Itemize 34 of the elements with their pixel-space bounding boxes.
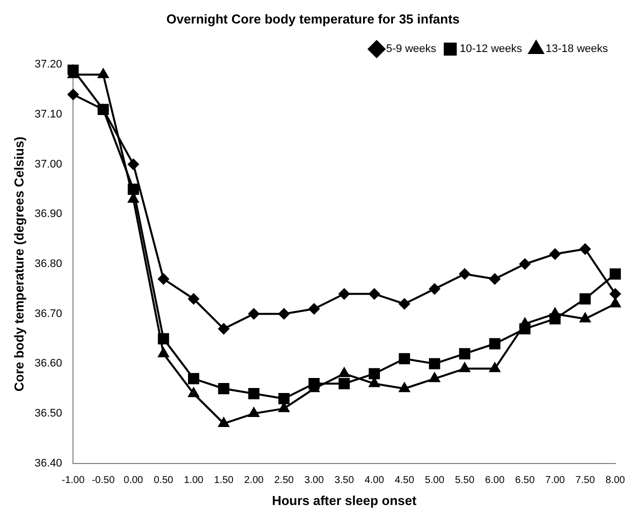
x-tick-label: 7.50 xyxy=(575,475,596,486)
x-tick-label: 8.00 xyxy=(606,475,626,486)
y-tick-label: 36.70 xyxy=(34,308,62,320)
x-tick-label: 0.50 xyxy=(154,475,174,486)
y-tick-label: 37.00 xyxy=(34,158,62,170)
x-tick-label: 7.00 xyxy=(545,475,566,486)
x-tick-label: 4.00 xyxy=(364,475,384,486)
chart-title: Overnight Core body temperature for 35 infants xyxy=(166,11,460,26)
y-tick-label: 37.10 xyxy=(34,108,62,120)
x-tick-label: 4.50 xyxy=(394,475,415,486)
x-tick-label: 5.00 xyxy=(424,475,445,486)
x-tick-label: 1.00 xyxy=(184,475,204,486)
legend-label: 10-12 weeks xyxy=(460,43,523,56)
y-tick-label: 36.50 xyxy=(34,408,62,420)
y-tick-label: 36.80 xyxy=(34,258,62,270)
y-tick-label: 36.90 xyxy=(34,208,62,220)
legend-label: 5-9 weeks xyxy=(386,43,437,56)
x-tick-label: -1.00 xyxy=(62,475,85,486)
x-tick-label: 5.50 xyxy=(454,475,475,486)
x-tick-label: 2.00 xyxy=(244,475,264,486)
y-tick-label: 36.40 xyxy=(34,457,62,470)
x-tick-label: 0.00 xyxy=(124,475,144,486)
x-tick-label: 6.00 xyxy=(485,475,505,486)
x-axis-title: Hours after sleep onset xyxy=(272,492,418,508)
y-tick-label: 37.20 xyxy=(34,58,62,71)
x-tick-label: -0.50 xyxy=(92,475,116,486)
y-tick-label: 36.60 xyxy=(34,358,62,370)
x-tick-label: 3.00 xyxy=(304,475,324,486)
x-tick-label: 3.50 xyxy=(334,475,354,486)
legend-label: 13-18 weeks xyxy=(546,43,608,56)
x-tick-label: 6.50 xyxy=(515,475,536,486)
x-tick-label: 2.50 xyxy=(274,475,294,486)
x-tick-label: 1.50 xyxy=(214,475,234,486)
y-axis-title: Core body temperature (degrees Celsius) xyxy=(11,136,26,392)
